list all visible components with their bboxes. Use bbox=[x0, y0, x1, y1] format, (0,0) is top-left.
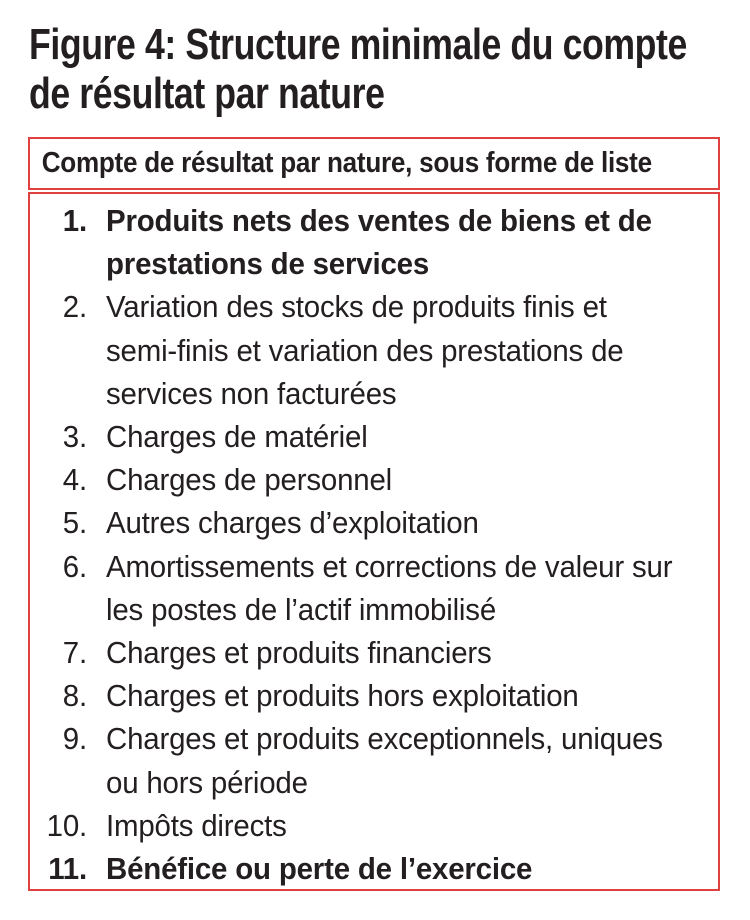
item-text: Amortissements et corrections de valeur … bbox=[106, 548, 673, 627]
list-item: 5. Autres charges d’exploitation bbox=[30, 501, 718, 544]
income-statement-table: 1. Produits nets des ventes de biens et … bbox=[28, 192, 720, 891]
item-text: Charges de matériel bbox=[106, 419, 368, 455]
item-number: 9. bbox=[62, 721, 87, 757]
item-number: 6. bbox=[62, 548, 87, 584]
list-item: 3. Charges de matériel bbox=[30, 415, 718, 458]
item-number: 10. bbox=[46, 807, 88, 843]
list-item: 1. Produits nets des ventes de biens et … bbox=[30, 199, 718, 285]
item-text: Bénéfice ou perte de l’exercice bbox=[106, 851, 533, 887]
item-text: Variation des stocks de produits finis e… bbox=[106, 289, 624, 411]
item-text: Charges et produits financiers bbox=[106, 635, 492, 671]
list-item: 4. Charges de personnel bbox=[30, 458, 718, 501]
item-number: 1. bbox=[62, 203, 87, 238]
item-number: 5. bbox=[62, 505, 87, 541]
item-number: 7. bbox=[62, 635, 87, 671]
item-number: 11. bbox=[48, 851, 87, 887]
item-number: 8. bbox=[62, 678, 87, 714]
list-item: 2. Variation des stocks de produits fini… bbox=[30, 285, 718, 415]
item-text: Impôts directs bbox=[106, 807, 287, 843]
income-statement-list: 1. Produits nets des ventes de biens et … bbox=[30, 199, 718, 890]
list-item: 9. Charges et produits exceptionnels, un… bbox=[30, 717, 718, 803]
item-text: Charges de personnel bbox=[106, 462, 392, 498]
list-item: 7. Charges et produits financiers bbox=[30, 631, 718, 674]
list-item: 10. Impôts directs bbox=[30, 804, 718, 847]
item-number: 3. bbox=[62, 419, 87, 455]
item-number: 4. bbox=[62, 462, 87, 498]
list-item: 6. Amortissements et corrections de vale… bbox=[30, 545, 718, 631]
list-item: 11. Bénéfice ou perte de l’exercice bbox=[30, 847, 718, 890]
item-text: Charges et produits hors exploitation bbox=[106, 678, 579, 714]
item-text: Charges et produits exceptionnels, uniqu… bbox=[106, 721, 663, 800]
item-text: Produits nets des ventes de biens et de … bbox=[106, 203, 652, 282]
item-text: Autres charges d’exploitation bbox=[106, 505, 479, 541]
table-header-label: Compte de résultat par nature, sous form… bbox=[41, 147, 652, 179]
item-number: 2. bbox=[62, 289, 87, 325]
figure-title: Figure 4: Structure minimale du compte d… bbox=[29, 20, 687, 118]
table-header: Compte de résultat par nature, sous form… bbox=[28, 137, 720, 190]
list-item: 8. Charges et produits hors exploitation bbox=[30, 674, 718, 717]
